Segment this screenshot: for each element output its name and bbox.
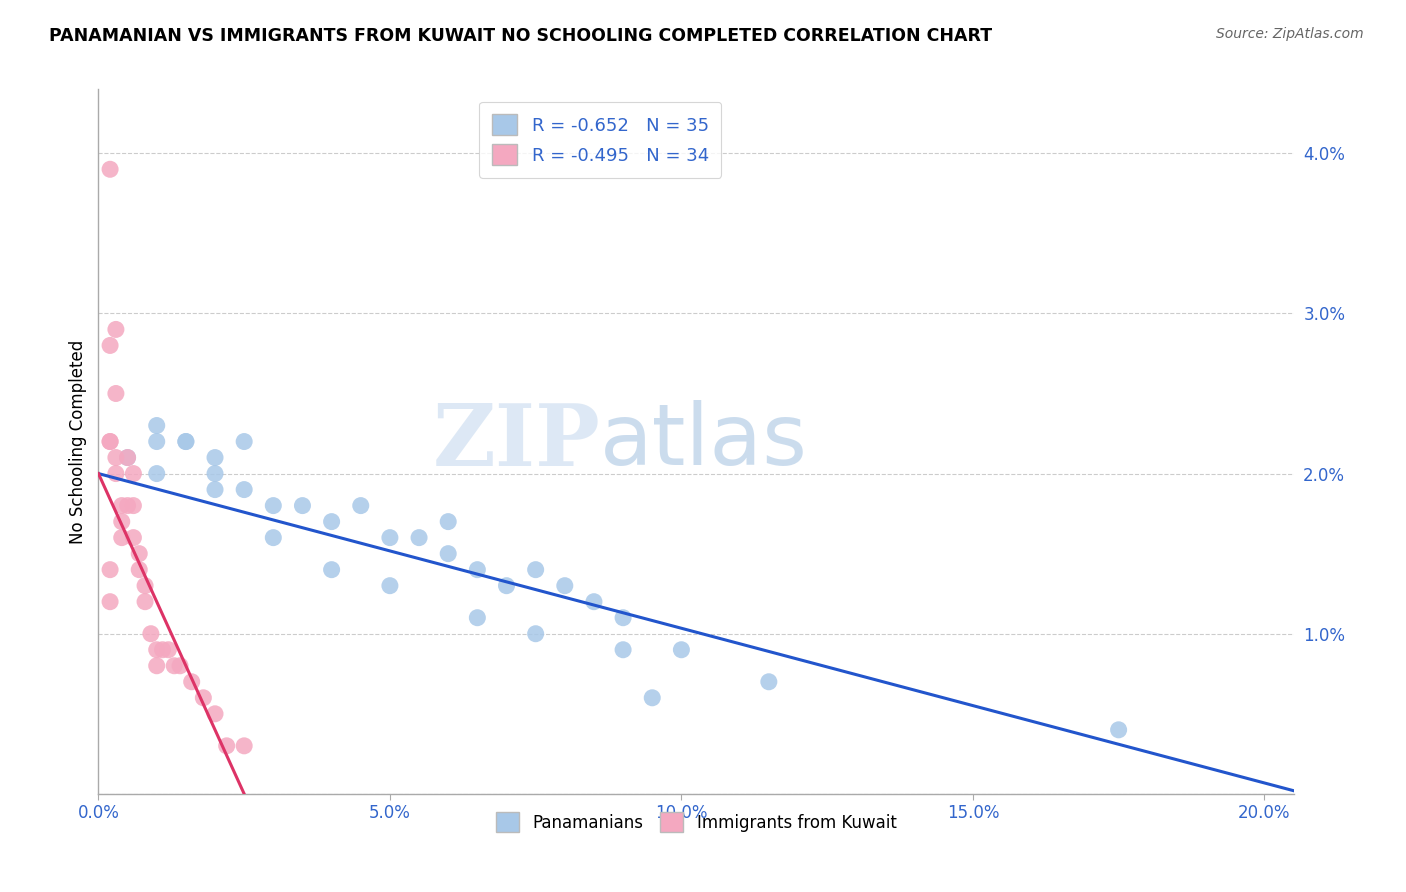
Point: [134, 595, 156, 609]
Point: [180, 674, 202, 689]
Point: [111, 531, 134, 545]
Point: [104, 467, 127, 481]
Point: [117, 499, 139, 513]
Y-axis label: No Schooling Completed: No Schooling Completed: [69, 340, 87, 543]
Point: [128, 563, 150, 577]
Point: [98, 595, 121, 609]
Point: [104, 450, 127, 465]
Point: [169, 658, 191, 673]
Point: [204, 467, 226, 481]
Point: [98, 434, 121, 449]
Point: [104, 322, 127, 336]
Text: PANAMANIAN VS IMMIGRANTS FROM KUWAIT NO SCHOOLING COMPLETED CORRELATION CHART: PANAMANIAN VS IMMIGRANTS FROM KUWAIT NO …: [49, 27, 993, 45]
Point: [204, 450, 226, 465]
Point: [98, 563, 121, 577]
Point: [612, 642, 634, 657]
Point: [467, 610, 489, 624]
Point: [145, 434, 167, 449]
Point: [215, 739, 238, 753]
Point: [98, 434, 121, 449]
Text: atlas: atlas: [600, 400, 808, 483]
Point: [128, 547, 150, 561]
Point: [1108, 723, 1130, 737]
Point: [111, 499, 134, 513]
Point: [378, 579, 401, 593]
Point: [641, 690, 664, 705]
Point: [152, 642, 174, 657]
Point: [671, 642, 693, 657]
Point: [98, 338, 121, 352]
Point: [145, 658, 167, 673]
Point: [291, 499, 314, 513]
Point: [467, 563, 489, 577]
Point: [174, 434, 197, 449]
Point: [145, 642, 167, 657]
Point: [104, 386, 127, 401]
Point: [495, 579, 517, 593]
Point: [233, 739, 256, 753]
Point: [612, 610, 634, 624]
Point: [134, 579, 156, 593]
Point: [758, 674, 780, 689]
Point: [262, 531, 284, 545]
Point: [437, 547, 460, 561]
Point: [321, 563, 343, 577]
Point: [204, 483, 226, 497]
Point: [122, 531, 145, 545]
Point: [378, 531, 401, 545]
Point: [157, 642, 180, 657]
Point: [193, 690, 215, 705]
Point: [524, 563, 547, 577]
Point: [233, 483, 256, 497]
Point: [321, 515, 343, 529]
Point: [233, 434, 256, 449]
Point: [262, 499, 284, 513]
Point: [145, 467, 167, 481]
Point: [117, 450, 139, 465]
Point: [122, 499, 145, 513]
Point: [554, 579, 576, 593]
Point: [524, 626, 547, 640]
Point: [145, 418, 167, 433]
Point: [111, 515, 134, 529]
Point: [204, 706, 226, 721]
Point: [408, 531, 430, 545]
Point: [117, 450, 139, 465]
Point: [437, 515, 460, 529]
Point: [98, 162, 121, 177]
Point: [122, 467, 145, 481]
Point: [582, 595, 605, 609]
Legend: Panamanians, Immigrants from Kuwait: Panamanians, Immigrants from Kuwait: [489, 805, 903, 838]
Point: [139, 626, 162, 640]
Text: ZIP: ZIP: [433, 400, 600, 483]
Text: Source: ZipAtlas.com: Source: ZipAtlas.com: [1216, 27, 1364, 41]
Point: [350, 499, 373, 513]
Point: [163, 658, 186, 673]
Point: [174, 434, 197, 449]
